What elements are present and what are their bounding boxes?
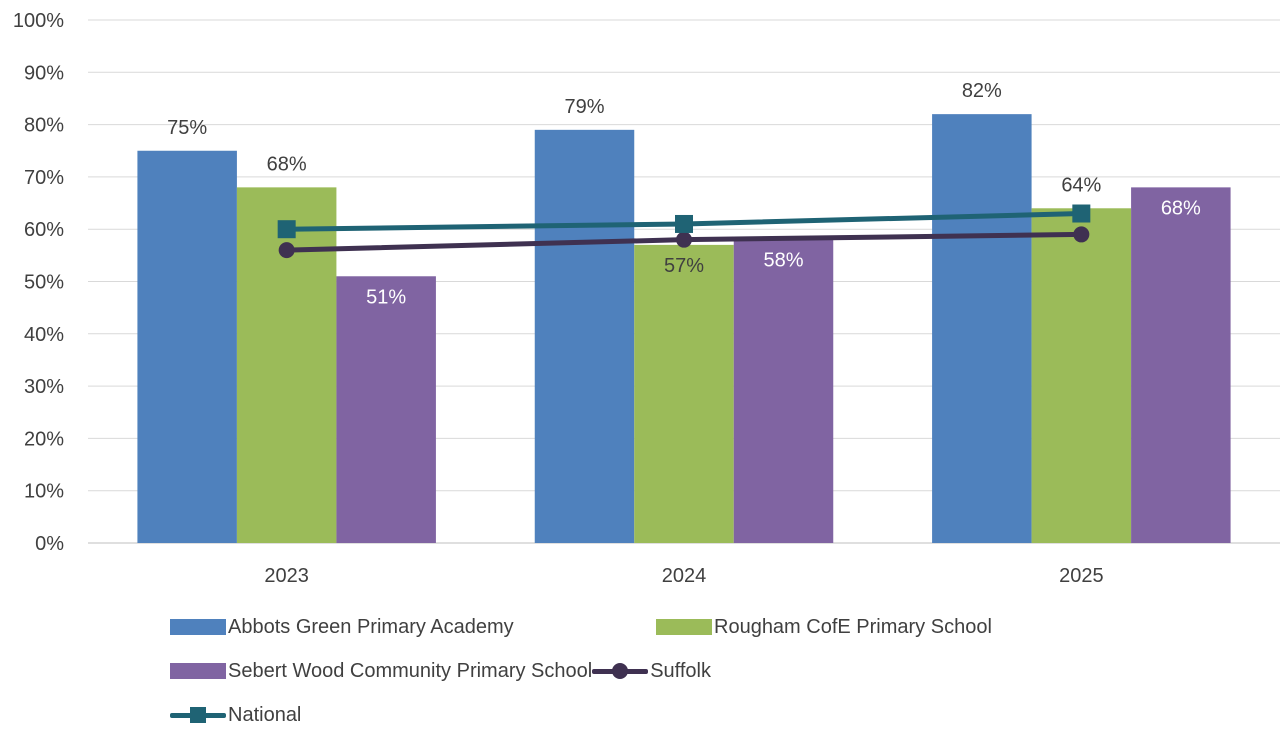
legend-item-rougham: Rougham CofE Primary School [656, 616, 992, 639]
legend-row: National [170, 698, 1070, 732]
chart: 0% 10% 20% 30% 40% 50% 60% 70% 80% 90% 100% 2023 202… [13, 10, 1280, 587]
marker-suffolk [676, 231, 692, 248]
legend-item-sebert-wood: Sebert Wood Community Primary School [170, 660, 592, 683]
data-label: 82% [962, 80, 1002, 102]
legend-row: Abbots Green Primary Academy Rougham Cof… [170, 610, 1070, 644]
legend-label-national: National [228, 703, 302, 726]
marker-national [675, 214, 693, 233]
data-label: 64% [1061, 174, 1101, 196]
legend-item-abbots-green: Abbots Green Primary Academy [170, 616, 656, 639]
marker-national [1072, 204, 1091, 223]
y-tick-label: 90% [24, 62, 64, 84]
data-label: 79% [564, 96, 604, 118]
legend-swatch-national [170, 705, 226, 725]
bar-abbots-green-primary-academy [137, 150, 237, 543]
y-tick-label: 50% [24, 272, 64, 294]
legend-swatch-abbots-green [170, 619, 226, 635]
x-tick-label: 2025 [1059, 565, 1104, 587]
data-label: 51% [366, 286, 406, 308]
y-tick-label: 100% [13, 10, 64, 32]
bar-rougham-cofe-primary-school [1031, 208, 1132, 543]
legend-label-sebert-wood: Sebert Wood Community Primary School [228, 659, 593, 682]
x-tick-label: 2023 [264, 565, 309, 587]
data-label: 68% [267, 153, 307, 175]
y-tick-label: 30% [24, 376, 64, 398]
legend-row: Sebert Wood Community Primary School Suf… [170, 654, 1070, 688]
bar-abbots-green-primary-academy [932, 114, 1032, 543]
x-tick-label: 2024 [662, 565, 707, 587]
legend-swatch-rougham [656, 619, 712, 635]
data-label: 75% [167, 117, 207, 139]
marker-national [277, 220, 296, 239]
marker-suffolk [1073, 226, 1090, 243]
marker-suffolk [278, 242, 295, 259]
y-tick-label: 10% [24, 481, 64, 503]
legend-swatch-sebert-wood [170, 663, 226, 679]
data-label: 58% [763, 250, 803, 272]
legend-label-suffolk: Suffolk [650, 659, 711, 682]
legend-label-abbots-green: Abbots Green Primary Academy [228, 615, 514, 638]
legend-label-rougham: Rougham CofE Primary School [714, 615, 992, 638]
legend-swatch-suffolk [592, 661, 649, 681]
bar-rougham-cofe-primary-school [236, 187, 337, 544]
legend-item-suffolk: Suffolk [592, 660, 711, 683]
y-tick-label: 40% [24, 324, 64, 346]
y-tick-label: 60% [24, 219, 64, 241]
bar-sebert-wood-community-primary-school [336, 276, 436, 543]
data-label: 57% [664, 255, 704, 277]
legend: Abbots Green Primary Academy Rougham Cof… [170, 610, 1070, 742]
bar-rougham-cofe-primary-school [634, 244, 734, 543]
bar-abbots-green-primary-academy [534, 129, 635, 543]
y-tick-label: 20% [24, 428, 64, 450]
y-tick-label: 70% [24, 167, 64, 189]
y-tick-label: 0% [35, 533, 64, 555]
bar-sebert-wood-community-primary-school [733, 239, 834, 543]
legend-item-national: National [170, 704, 301, 727]
bar-sebert-wood-community-primary-school [1131, 187, 1231, 544]
data-label: 68% [1161, 197, 1201, 219]
y-tick-label: 80% [24, 115, 64, 137]
